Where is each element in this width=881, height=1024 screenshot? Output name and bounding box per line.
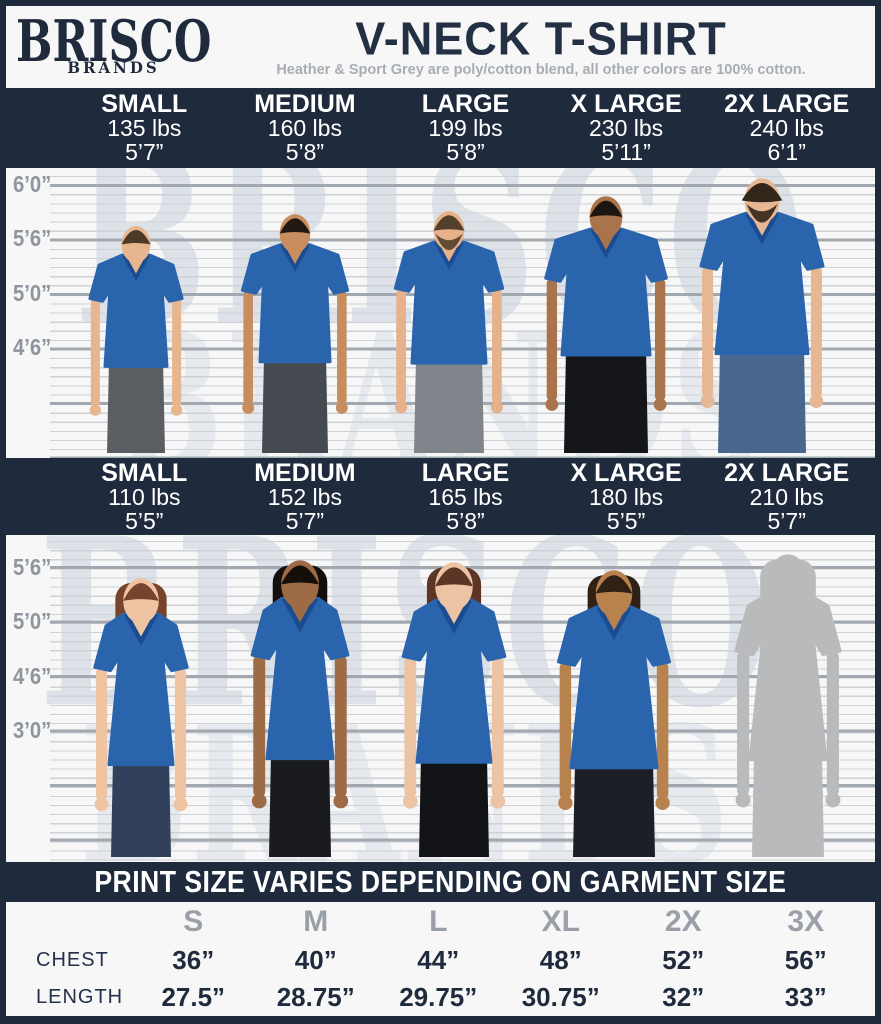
fabric-note: Heather & Sport Grey are poly/cotton ble…: [276, 62, 806, 78]
size-name: 2X LARGE: [724, 90, 850, 119]
scale-label-4-6: 4’6”: [13, 334, 52, 360]
logo-brands-text: BRANDS: [67, 58, 160, 77]
col-header-3x: 3X: [787, 905, 825, 938]
scale-label-6-0: 6’0”: [13, 171, 52, 197]
banner-text: PRINT SIZE VARIES DEPENDING ON GARMENT S…: [94, 864, 787, 899]
size-weight: 165 lbs: [428, 483, 503, 510]
model-figure-1: [74, 577, 207, 862]
size-weight: 180 lbs: [589, 483, 664, 510]
length-l: 29.75”: [399, 982, 478, 1012]
size-weight: 210 lbs: [749, 483, 824, 510]
model-figure-4: [511, 195, 701, 458]
size-height: 5’11”: [601, 139, 651, 165]
size-height: 6’1”: [767, 139, 806, 165]
size-name: SMALL: [101, 90, 188, 119]
size-name: MEDIUM: [254, 90, 356, 119]
size-name: MEDIUM: [254, 458, 356, 487]
col-header-s: S: [183, 905, 204, 938]
women-model-lineup: [6, 535, 875, 862]
chest-xl: 48”: [539, 945, 582, 975]
size-name: X LARGE: [570, 90, 682, 119]
women-photo-panel: BRISCO BRANDS 5’6” 5’0” 4’6” 3’0”: [6, 535, 875, 862]
size-weight: 160 lbs: [267, 115, 342, 142]
women-size-small: SMALL 110 lbs 5’5”: [64, 460, 225, 534]
size-height: 5’8”: [446, 507, 485, 534]
model-silhouette: [712, 553, 864, 862]
size-height: 5’8”: [285, 139, 325, 165]
model-figure-1: [66, 225, 207, 458]
print-size-banner: PRINT SIZE VARIES DEPENDING ON GARMENT S…: [6, 862, 875, 902]
size-table: S M L XL 2X 3X CHEST 36” 40” 44” 48” 52”…: [6, 902, 875, 1016]
model-figure-2: [214, 213, 377, 458]
length-2x: 32”: [662, 982, 705, 1012]
women-size-strip: SMALL 110 lbs 5’5” MEDIUM 152 lbs 5’7” L…: [6, 458, 875, 535]
men-size-large: LARGE 199 lbs 5’8”: [385, 91, 546, 165]
size-weight: 152 lbs: [267, 483, 342, 510]
length-xl: 30.75”: [521, 982, 600, 1012]
size-height: 5’8”: [446, 139, 485, 165]
size-height: 5’7”: [125, 139, 164, 165]
length-3x: 33”: [784, 982, 827, 1012]
model-figure-3: [380, 561, 528, 862]
col-header-l: L: [429, 905, 448, 938]
size-weight: 199 lbs: [428, 115, 503, 142]
scale-label-5-0: 5’0”: [13, 608, 52, 634]
row-label-chest: CHEST: [36, 949, 109, 971]
scale-label-3-0: 3’0”: [13, 717, 52, 743]
scale-label-4-6: 4’6”: [13, 663, 52, 689]
title-block: V-NECK T-SHIRT Heather & Sport Grey are …: [221, 16, 875, 78]
size-name: 2X LARGE: [724, 458, 850, 487]
chest-m: 40”: [294, 945, 337, 975]
chest-l: 44”: [417, 945, 460, 975]
chest-s: 36”: [172, 945, 215, 975]
scale-label-5-6: 5’6”: [13, 225, 52, 251]
size-name: SMALL: [101, 458, 188, 487]
col-header-2x: 2X: [664, 905, 702, 938]
scale-label-5-6: 5’6”: [13, 554, 52, 580]
size-height: 5’5”: [125, 507, 164, 534]
model-figure-2: [231, 559, 368, 862]
men-size-medium: MEDIUM 160 lbs 5’8”: [225, 91, 386, 165]
header: BRISCO BRANDS V-NECK T-SHIRT Heather & S…: [6, 6, 875, 88]
brisco-brands-logo: BRISCO BRANDS: [6, 13, 221, 77]
page-title: V-NECK T-SHIRT: [355, 12, 727, 65]
scale-label-5-0: 5’0”: [13, 280, 52, 306]
women-size-xlarge: X LARGE 180 lbs 5’5”: [546, 460, 707, 534]
women-size-large: LARGE 165 lbs 5’8”: [385, 460, 546, 534]
chest-2x: 52”: [662, 945, 705, 975]
size-height: 5’7”: [767, 507, 806, 534]
women-size-2xlarge: 2X LARGE 210 lbs 5’7”: [706, 460, 867, 534]
size-weight: 110 lbs: [108, 483, 181, 510]
men-size-small: SMALL 135 lbs 5’7”: [64, 91, 225, 165]
size-name: LARGE: [421, 90, 510, 119]
size-weight: 240 lbs: [749, 115, 824, 142]
women-size-medium: MEDIUM 152 lbs 5’7”: [225, 460, 386, 534]
model-figure-5: [667, 177, 857, 458]
men-size-xlarge: X LARGE 230 lbs 5’11”: [546, 91, 707, 165]
col-header-m: M: [303, 905, 329, 938]
size-weight: 230 lbs: [589, 115, 664, 142]
size-height: 5’7”: [285, 507, 325, 534]
logo-brisco-text: BRISCO: [15, 8, 212, 75]
chest-3x: 56”: [784, 945, 827, 975]
model-figure-4: [531, 569, 698, 862]
men-size-strip: SMALL 135 lbs 5’7” MEDIUM 160 lbs 5’8” L…: [6, 88, 875, 168]
size-name: LARGE: [421, 458, 510, 487]
men-photo-panel: BRISCO BRANDS 6’0” 5’6” 5’0” 4’6”: [6, 168, 875, 458]
model-figure-3: [366, 210, 533, 458]
size-name: X LARGE: [570, 458, 682, 487]
size-weight: 135 lbs: [107, 115, 182, 142]
length-m: 28.75”: [276, 982, 355, 1012]
size-height: 5’5”: [606, 507, 646, 534]
men-size-2xlarge: 2X LARGE 240 lbs 6’1”: [706, 91, 867, 165]
men-model-lineup: [6, 168, 875, 458]
row-label-length: LENGTH: [36, 986, 124, 1008]
length-s: 27.5”: [161, 982, 226, 1012]
col-header-xl: XL: [541, 905, 580, 938]
